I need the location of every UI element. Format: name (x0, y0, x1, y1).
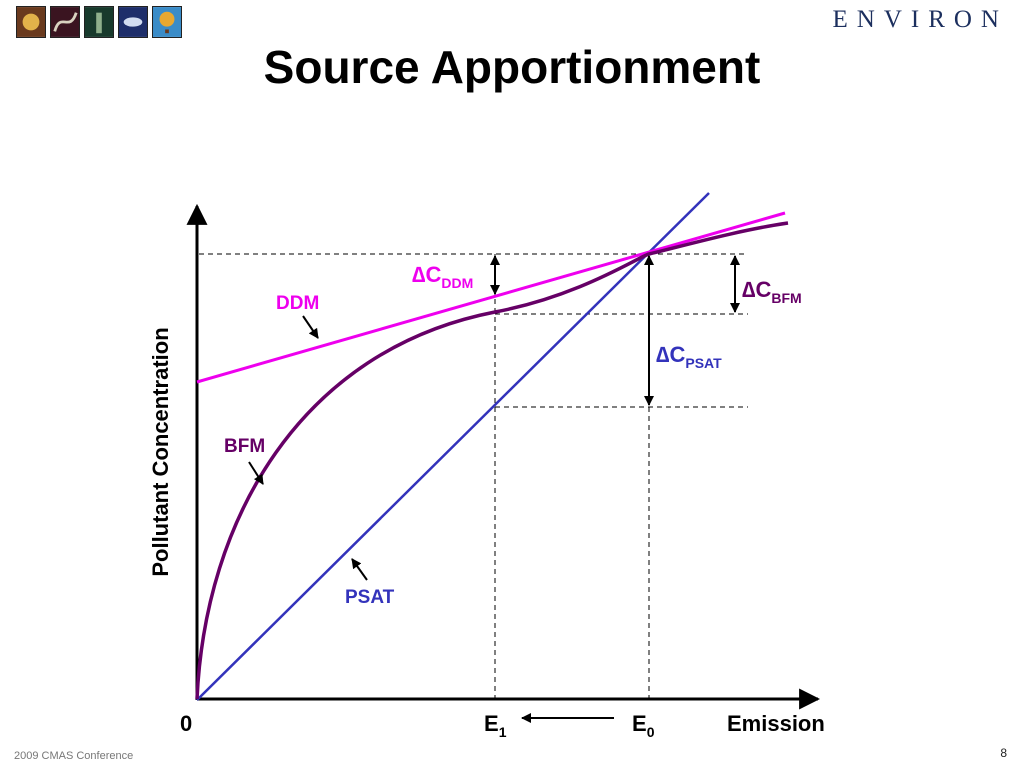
delta-psat-label: ∆CPSAT (656, 342, 722, 371)
e1-sub: 1 (499, 724, 507, 740)
psat-pointer-arrow (351, 558, 368, 581)
psat-line (196, 192, 710, 701)
balloon-basket (165, 29, 169, 34)
delta-psat-sub: PSAT (685, 355, 722, 371)
ddm-line (196, 211, 786, 384)
bfm-curve (195, 221, 789, 700)
e1-label: E1 (484, 711, 507, 740)
e0-sub: 0 (647, 724, 655, 740)
delta-bfm-sub: BFM (771, 290, 801, 306)
tower-icon (84, 6, 114, 38)
delta-ddm-label: ∆CDDM (412, 262, 473, 291)
ddm-label: DDM (276, 293, 319, 314)
delta-psat-symbol: ∆C (656, 342, 685, 367)
e0-main: E (632, 711, 647, 736)
dish-icon (118, 6, 148, 38)
footer-conference: 2009 CMAS Conference (14, 750, 134, 762)
delta-ddm-symbol: ∆C (412, 262, 441, 287)
reference-lines (199, 253, 748, 698)
brand-logo: ENVIRON (832, 6, 1008, 33)
thumb-fg (96, 12, 102, 34)
delta-ddm-sub: DDM (441, 275, 473, 291)
delta-bfm-symbol: ∆C (742, 277, 771, 302)
delta-bfm-label: ∆CBFM (742, 277, 802, 306)
thumb-fg (159, 11, 175, 27)
balloon-icon (152, 6, 182, 38)
thumb-fg (22, 13, 40, 31)
globe-icon (16, 6, 46, 38)
e0-label: E0 (632, 711, 655, 740)
header-thumbnails (16, 6, 182, 38)
x-axis-label: Emission (727, 711, 825, 736)
dna-icon (50, 6, 80, 38)
page-title: Source Apportionment (263, 41, 761, 93)
e1-main: E (484, 711, 499, 736)
psat-label: PSAT (345, 587, 395, 608)
ddm-pointer-arrow (302, 315, 319, 339)
y-axis-label: Pollutant Concentration (148, 327, 173, 576)
bfm-pointer-arrow (248, 461, 264, 485)
thumb-fg (123, 17, 143, 27)
thumb-fg-stroke (53, 12, 78, 32)
origin-label: 0 (180, 711, 192, 736)
bfm-label: BFM (224, 436, 265, 457)
page-number: 8 (1000, 746, 1007, 760)
